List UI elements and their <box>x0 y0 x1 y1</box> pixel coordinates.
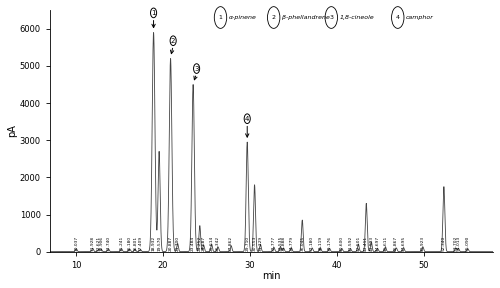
Ellipse shape <box>214 7 226 29</box>
Text: 53.702: 53.702 <box>454 236 458 251</box>
Text: 27.862: 27.862 <box>229 236 233 251</box>
Text: 55.090: 55.090 <box>466 236 470 251</box>
Text: 39.176: 39.176 <box>328 236 332 251</box>
Text: 16.801: 16.801 <box>133 236 137 251</box>
Text: 52.340: 52.340 <box>442 236 446 251</box>
Text: 43.411: 43.411 <box>364 236 368 251</box>
Text: 44.697: 44.697 <box>376 236 380 251</box>
Text: 19.570: 19.570 <box>157 236 161 251</box>
Text: 12.621: 12.621 <box>96 236 100 251</box>
Text: 18.932: 18.932 <box>152 236 156 251</box>
Ellipse shape <box>194 64 200 73</box>
Text: 3: 3 <box>194 66 199 72</box>
Text: camphor: camphor <box>406 15 433 20</box>
Ellipse shape <box>392 7 404 29</box>
Ellipse shape <box>170 36 176 46</box>
Text: 1: 1 <box>218 15 222 20</box>
Text: 2: 2 <box>272 15 276 20</box>
Text: 13.740: 13.740 <box>106 236 110 251</box>
Text: 21.700: 21.700 <box>176 236 180 251</box>
X-axis label: min: min <box>262 271 280 281</box>
Text: 11.928: 11.928 <box>90 236 94 251</box>
Y-axis label: pA: pA <box>7 124 17 137</box>
Ellipse shape <box>268 7 280 29</box>
Text: 24.687: 24.687 <box>202 236 205 251</box>
Text: 49.923: 49.923 <box>421 236 425 251</box>
Text: 32.777: 32.777 <box>272 236 276 251</box>
Text: 33.535: 33.535 <box>278 236 282 251</box>
Text: 1: 1 <box>152 10 156 16</box>
Text: 3: 3 <box>330 15 334 20</box>
Text: 16.180: 16.180 <box>128 236 132 251</box>
Text: 10.037: 10.037 <box>74 236 78 251</box>
Text: 12.906: 12.906 <box>99 236 103 251</box>
Text: 4: 4 <box>245 116 250 122</box>
Text: 25.614: 25.614 <box>210 236 214 251</box>
Text: 20.887: 20.887 <box>168 236 172 251</box>
Text: 40.600: 40.600 <box>340 236 344 251</box>
Text: 29.710: 29.710 <box>245 236 249 251</box>
Text: 36.045: 36.045 <box>300 236 304 251</box>
Text: 34.779: 34.779 <box>290 236 294 251</box>
Text: α-pinene: α-pinene <box>228 15 256 20</box>
Text: 43.993: 43.993 <box>370 236 374 251</box>
Ellipse shape <box>325 7 338 29</box>
Text: 4: 4 <box>396 15 400 20</box>
Text: 2: 2 <box>171 38 175 44</box>
Text: 47.695: 47.695 <box>402 236 406 251</box>
Text: 15.241: 15.241 <box>120 236 124 251</box>
Ellipse shape <box>244 114 250 124</box>
Text: 31.229: 31.229 <box>258 236 262 251</box>
Text: 26.342: 26.342 <box>216 236 220 251</box>
Ellipse shape <box>150 8 156 18</box>
Text: 54.013: 54.013 <box>456 236 460 251</box>
Text: 45.611: 45.611 <box>384 236 388 251</box>
Text: 42.501: 42.501 <box>356 236 360 251</box>
Text: 23.484: 23.484 <box>191 236 195 251</box>
Text: 1,8-cineole: 1,8-cineole <box>340 15 374 20</box>
Text: 30.553: 30.553 <box>252 236 256 251</box>
Text: β-phellandrene: β-phellandrene <box>282 15 330 20</box>
Text: 38.119: 38.119 <box>318 236 322 251</box>
Text: 17.409: 17.409 <box>138 236 142 251</box>
Text: 41.592: 41.592 <box>348 236 352 251</box>
Text: 33.888: 33.888 <box>282 236 286 251</box>
Text: 37.180: 37.180 <box>310 236 314 251</box>
Text: 46.867: 46.867 <box>394 236 398 251</box>
Text: 24.252: 24.252 <box>198 236 202 251</box>
